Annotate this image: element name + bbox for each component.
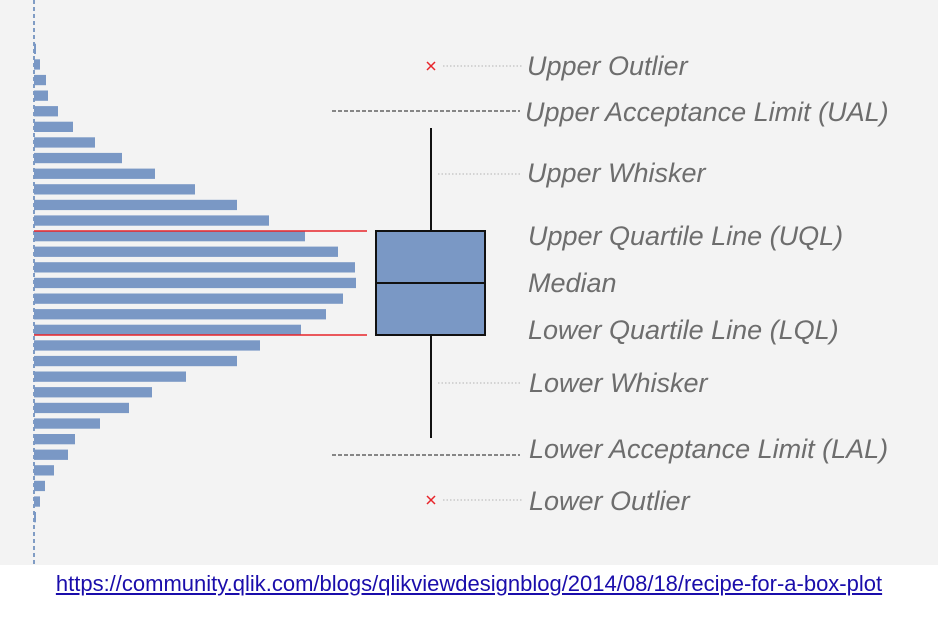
- histogram-bar: [34, 168, 155, 179]
- histogram-bar: [34, 246, 338, 257]
- histogram-bar: [34, 309, 326, 320]
- upper-whisker-label: Upper Whisker: [527, 158, 707, 188]
- upper-outlier-marker: [426, 61, 436, 71]
- histogram-bar: [34, 449, 68, 460]
- lower-whisker-label: Lower Whisker: [529, 368, 709, 398]
- histogram-bar: [34, 262, 355, 273]
- histogram-bar: [34, 387, 152, 398]
- histogram-bar: [34, 371, 186, 382]
- histogram-bar: [34, 231, 305, 242]
- histogram-bar: [34, 121, 73, 132]
- histogram-bar: [34, 465, 54, 476]
- histogram-bar: [34, 402, 129, 414]
- lql-label: Lower Quartile Line (LQL): [528, 315, 839, 345]
- lal-label: Lower Acceptance Limit (LAL): [529, 434, 888, 464]
- source-link[interactable]: https://community.qlik.com/blogs/qlikvie…: [55, 571, 883, 596]
- leader-lines: [438, 65, 522, 501]
- histogram-bar: [34, 215, 269, 226]
- histogram-bar: [34, 480, 45, 492]
- histogram-bar: [34, 512, 36, 523]
- histogram-bar: [34, 199, 237, 211]
- histogram-bar: [34, 293, 343, 304]
- histogram-bar: [34, 418, 100, 429]
- histogram-bar: [34, 277, 356, 289]
- histogram-bar: [34, 496, 40, 507]
- box-plot-diagram: Upper Outlier Upper Acceptance Limit (UA…: [0, 0, 938, 565]
- histogram-bar: [34, 152, 122, 164]
- histogram-bar: [34, 184, 195, 195]
- histogram-bar: [34, 90, 48, 101]
- histogram-bar: [34, 355, 237, 367]
- histogram-bar: [34, 74, 46, 86]
- lower-outlier-label: Lower Outlier: [529, 486, 691, 516]
- upper-outlier-label: Upper Outlier: [527, 51, 689, 81]
- histogram-bar: [34, 434, 75, 445]
- histogram-bar: [34, 137, 95, 148]
- histogram-bar: [34, 340, 260, 351]
- diagram-canvas: Upper Outlier Upper Acceptance Limit (UA…: [33, 0, 889, 565]
- histogram-bars: [34, 43, 356, 523]
- histogram-bar: [34, 43, 36, 54]
- histogram-bar: [34, 324, 301, 335]
- lower-outlier-marker: [426, 495, 436, 505]
- median-label: Median: [528, 268, 617, 298]
- histogram-bar: [34, 59, 40, 70]
- histogram-bar: [34, 106, 58, 117]
- uql-label: Upper Quartile Line (UQL): [528, 221, 843, 251]
- ual-label: Upper Acceptance Limit (UAL): [525, 97, 889, 127]
